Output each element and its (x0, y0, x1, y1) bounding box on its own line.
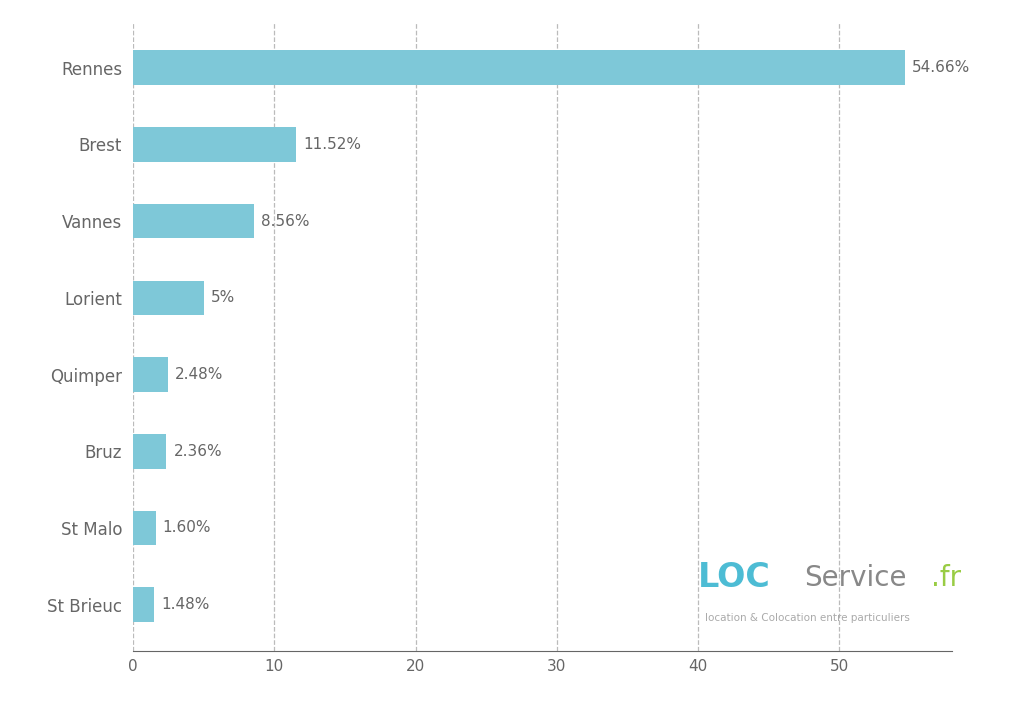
Bar (133, 587, 154, 622)
Text: 11.52%: 11.52% (303, 137, 360, 152)
Text: 8.56%: 8.56% (261, 213, 309, 228)
Bar (133, 127, 296, 162)
Text: 2.48%: 2.48% (175, 367, 223, 382)
Bar (133, 357, 168, 392)
Bar (133, 510, 156, 545)
Text: LOC: LOC (698, 561, 771, 594)
Text: .fr: .fr (931, 564, 962, 592)
Bar (133, 204, 254, 239)
Bar (133, 434, 167, 469)
Bar (133, 51, 905, 85)
Text: 1.48%: 1.48% (161, 597, 210, 612)
Text: 54.66%: 54.66% (912, 60, 971, 75)
Text: 2.36%: 2.36% (173, 444, 222, 459)
Text: Service: Service (804, 564, 906, 592)
Text: 1.60%: 1.60% (163, 521, 211, 536)
Bar (133, 281, 204, 315)
Text: 5%: 5% (211, 291, 236, 305)
Text: location & Colocation entre particuliers: location & Colocation entre particuliers (706, 614, 910, 623)
